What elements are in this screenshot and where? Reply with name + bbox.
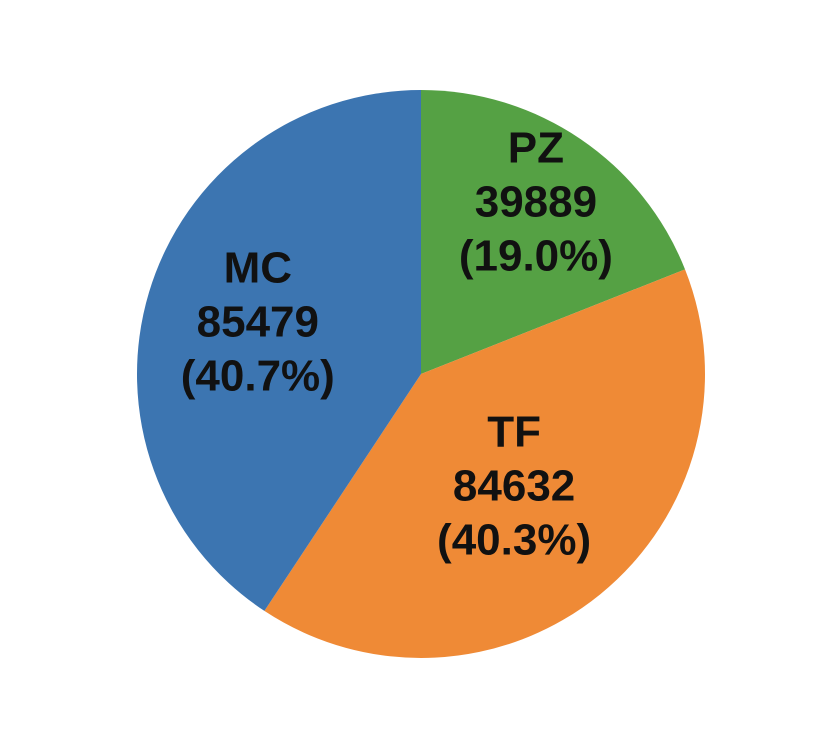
slice-value-mc: 85479 (197, 298, 319, 347)
pie-slice-tf (264, 269, 705, 658)
pie-labels: PZ 39889 (19.0%) TF 84632 (40.3%) MC 85479 (40.7… (181, 123, 613, 564)
slice-label-pz: PZ (508, 123, 564, 172)
slice-value-pz: 39889 (475, 177, 597, 226)
slice-percent-pz: (19.0%) (459, 231, 613, 280)
slice-percent-mc: (40.7%) (181, 352, 335, 401)
pie-slices (137, 90, 705, 658)
pie-slice-pz (421, 90, 686, 374)
slice-value-tf: 84632 (453, 461, 575, 510)
slice-label-mc: MC (224, 244, 292, 293)
pie-slice-mc (137, 90, 421, 611)
slice-percent-tf: (40.3%) (437, 515, 591, 564)
slice-label-tf: TF (487, 407, 541, 456)
